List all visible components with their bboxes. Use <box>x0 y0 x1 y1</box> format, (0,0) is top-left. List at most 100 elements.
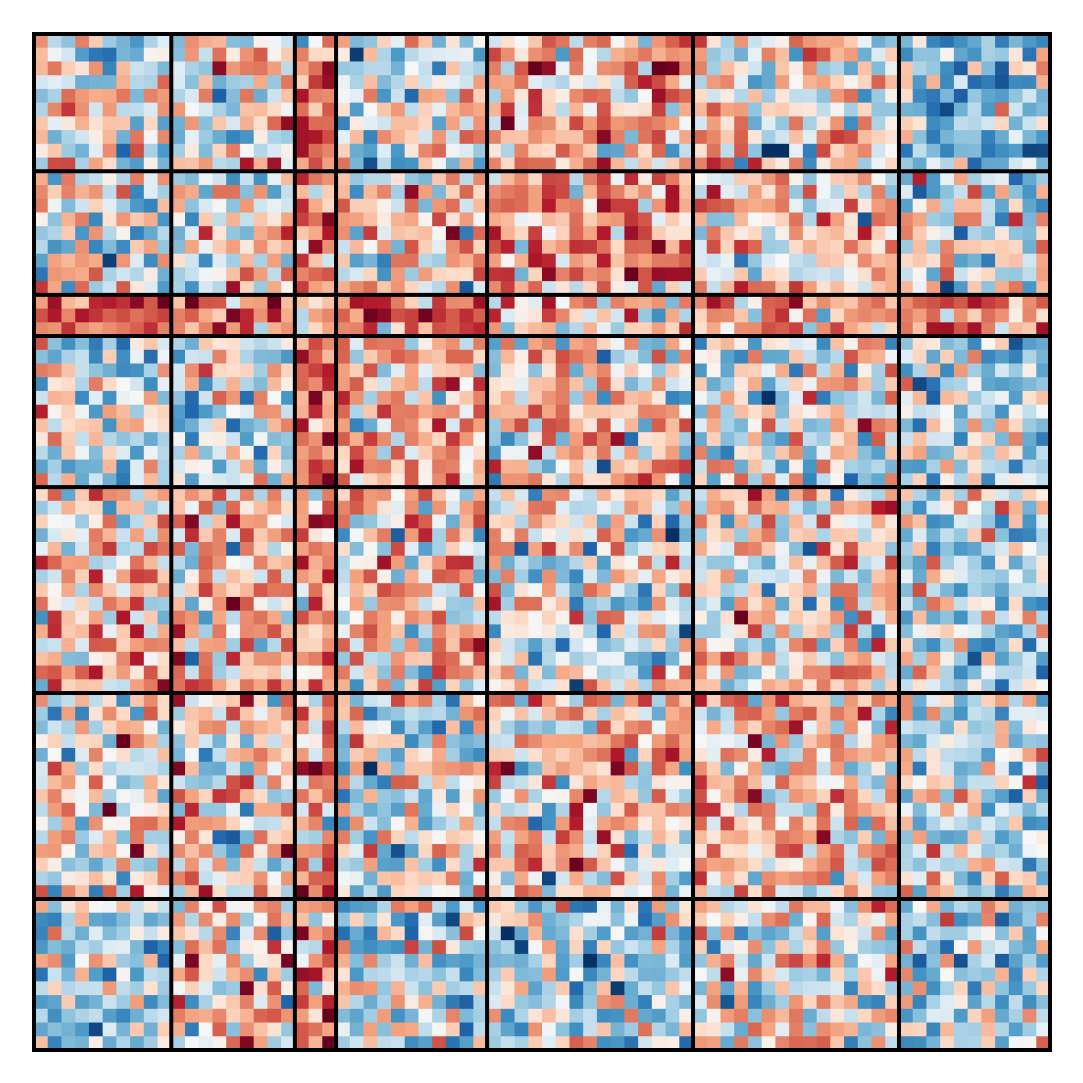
heatmap-cell <box>432 610 447 625</box>
heatmap-cell <box>926 789 941 804</box>
heatmap-cell <box>171 940 186 955</box>
heatmap-cell <box>322 294 337 310</box>
heatmap-cell <box>47 706 63 722</box>
heatmap-cell <box>926 349 941 365</box>
heatmap-cell <box>226 693 241 708</box>
heatmap-cell <box>898 940 914 955</box>
heatmap-cell <box>267 226 282 241</box>
heatmap-cell <box>1008 665 1024 680</box>
heatmap-cell <box>981 459 996 474</box>
heatmap-cell <box>267 693 282 708</box>
heatmap-cell <box>1008 775 1024 790</box>
heatmap-cell <box>706 349 722 365</box>
heatmap-cell <box>281 596 296 612</box>
heatmap-cell <box>761 47 777 63</box>
heatmap-cell <box>871 926 886 941</box>
heatmap-cell <box>651 418 667 433</box>
heatmap-cell <box>953 706 969 722</box>
heatmap-cell <box>487 555 502 571</box>
heatmap-cell <box>308 706 323 722</box>
heatmap-cell <box>308 281 323 296</box>
heatmap-cell <box>775 514 790 529</box>
heatmap-cell <box>75 88 90 104</box>
heatmap-cell <box>171 761 186 777</box>
heatmap-cell <box>445 953 461 969</box>
heatmap-cell <box>802 143 818 159</box>
heatmap-cell <box>844 569 859 584</box>
heatmap-cell <box>706 459 722 474</box>
heatmap-cell <box>157 528 172 543</box>
heatmap-cell <box>294 185 310 200</box>
heatmap-cell <box>322 61 337 76</box>
heatmap-cell <box>775 500 790 516</box>
heatmap-cell <box>830 487 845 502</box>
heatmap-cell <box>390 734 406 749</box>
heatmap-cell <box>610 473 625 488</box>
heatmap-cell <box>198 802 214 818</box>
heatmap-cell <box>555 830 571 845</box>
heatmap-cell <box>638 569 653 584</box>
heatmap-cell <box>34 953 49 969</box>
heatmap-cell <box>583 610 598 625</box>
heatmap-cell <box>583 157 598 172</box>
heatmap-cell <box>1022 88 1037 104</box>
heatmap-cell <box>747 418 763 433</box>
heatmap-cell <box>349 624 365 639</box>
heatmap-cell <box>61 253 76 269</box>
heatmap-cell <box>294 761 310 777</box>
heatmap-cell <box>61 747 76 763</box>
heatmap-cell <box>542 555 557 571</box>
heatmap-cell <box>253 816 269 831</box>
heatmap-cell <box>555 720 571 735</box>
heatmap-cell <box>102 143 117 159</box>
heatmap-cell <box>775 130 790 145</box>
heatmap-cell <box>34 857 49 873</box>
heatmap-cell <box>34 130 49 145</box>
heatmap-cell <box>542 638 557 653</box>
heatmap-cell <box>1022 789 1037 804</box>
heatmap-cell <box>569 308 584 323</box>
heatmap-cell <box>693 487 708 502</box>
heatmap-cell <box>679 281 694 296</box>
heatmap-cell <box>665 212 680 227</box>
heatmap-cell <box>761 693 777 708</box>
heatmap-cell <box>693 500 708 516</box>
heatmap-cell <box>253 651 269 667</box>
heatmap-cell <box>198 912 214 928</box>
heatmap-cell <box>871 157 886 172</box>
heatmap-cell <box>363 638 378 653</box>
heatmap-cell <box>418 720 433 735</box>
heatmap-cell <box>885 336 900 351</box>
heatmap-cell <box>143 720 159 735</box>
heatmap-cell <box>322 816 337 831</box>
heatmap-cell <box>34 267 49 282</box>
heatmap-cell <box>281 308 296 323</box>
heatmap-cell <box>610 185 625 200</box>
heatmap-cell <box>308 734 323 749</box>
heatmap-cell <box>844 198 859 214</box>
heatmap-cell <box>500 706 516 722</box>
heatmap-cell <box>88 377 104 392</box>
heatmap-cell <box>267 267 282 282</box>
heatmap-cell <box>500 239 516 255</box>
heatmap-cell <box>226 75 241 90</box>
heatmap-cell <box>61 816 76 831</box>
heatmap-cell <box>253 432 269 447</box>
heatmap-cell <box>418 926 433 941</box>
heatmap-cell <box>185 473 200 488</box>
heatmap-cell <box>116 116 131 131</box>
heatmap-cell <box>981 528 996 543</box>
heatmap-cell <box>459 816 474 831</box>
heatmap-cell <box>981 596 996 612</box>
heatmap-cell <box>555 308 571 323</box>
heatmap-cell <box>967 940 982 955</box>
heatmap-cell <box>816 926 831 941</box>
heatmap-cell <box>253 130 269 145</box>
heatmap-cell <box>88 679 104 694</box>
heatmap-cell <box>967 487 982 502</box>
heatmap-cell <box>967 583 982 598</box>
heatmap-cell <box>390 885 406 900</box>
heatmap-cell <box>294 157 310 172</box>
heatmap-cell <box>88 514 104 529</box>
heatmap-cell <box>34 157 49 172</box>
